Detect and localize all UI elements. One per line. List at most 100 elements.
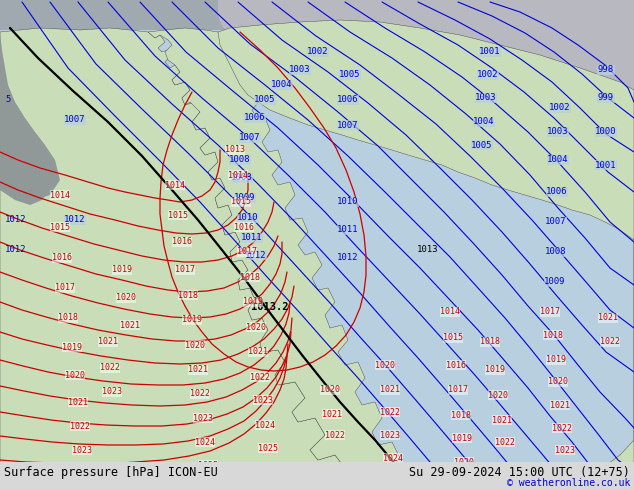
Polygon shape	[218, 0, 634, 240]
Polygon shape	[0, 28, 348, 490]
Text: 1017: 1017	[55, 284, 75, 293]
Text: 1020: 1020	[548, 377, 568, 387]
Text: 1003: 1003	[547, 127, 569, 137]
Text: 1024: 1024	[255, 420, 275, 430]
Text: 1019: 1019	[243, 297, 263, 307]
Text: 1023: 1023	[253, 395, 273, 405]
Text: 1016: 1016	[172, 238, 192, 246]
Text: 1023: 1023	[102, 388, 122, 396]
Text: 1013: 1013	[417, 245, 439, 254]
Text: 1005: 1005	[471, 141, 493, 149]
Text: 1019: 1019	[485, 366, 505, 374]
Text: 1010: 1010	[237, 214, 259, 222]
Text: 1020: 1020	[246, 322, 266, 332]
Text: 1016: 1016	[446, 361, 466, 369]
Text: 1013.2: 1013.2	[251, 302, 288, 312]
Text: 1023: 1023	[193, 414, 213, 422]
Text: 1022: 1022	[250, 372, 270, 382]
Text: 1012: 1012	[5, 245, 27, 254]
Text: 1022: 1022	[552, 423, 572, 433]
Text: 5: 5	[5, 96, 10, 104]
Text: 1021: 1021	[380, 386, 400, 394]
Text: 1022: 1022	[495, 438, 515, 446]
Text: 1008: 1008	[545, 247, 567, 256]
Text: 1020: 1020	[116, 294, 136, 302]
Text: 1020: 1020	[185, 341, 205, 349]
Bar	[0, 462, 634, 490]
Polygon shape	[148, 28, 420, 490]
Text: 1021: 1021	[322, 410, 342, 418]
Text: 1003: 1003	[289, 66, 311, 74]
Text: 1003: 1003	[476, 94, 497, 102]
Text: 1020: 1020	[65, 370, 85, 379]
Text: 1019: 1019	[452, 434, 472, 442]
Text: 1006: 1006	[547, 188, 568, 196]
Polygon shape	[0, 160, 50, 205]
Text: 1013: 1013	[225, 146, 245, 154]
Text: 1000: 1000	[595, 127, 617, 137]
Text: 1025: 1025	[258, 443, 278, 452]
Text: 1021: 1021	[492, 416, 512, 424]
Text: 1019: 1019	[62, 343, 82, 351]
Text: 1024: 1024	[75, 467, 95, 476]
Text: 1018: 1018	[58, 314, 78, 322]
Text: 1018: 1018	[451, 411, 471, 419]
Text: 1016: 1016	[234, 222, 254, 231]
Text: 1023: 1023	[380, 431, 400, 440]
Text: 1018: 1018	[178, 291, 198, 299]
Text: 1002: 1002	[307, 48, 329, 56]
Text: 1001: 1001	[595, 161, 617, 170]
Text: 1018: 1018	[543, 330, 563, 340]
Text: 1007: 1007	[545, 218, 567, 226]
Text: Surface pressure [hPa] ICON-EU: Surface pressure [hPa] ICON-EU	[4, 466, 217, 479]
Text: 1021: 1021	[248, 347, 268, 357]
Text: 1021: 1021	[550, 400, 570, 410]
Text: 1019: 1019	[112, 266, 132, 274]
Text: 1007: 1007	[239, 133, 261, 143]
Text: 999: 999	[598, 94, 614, 102]
Text: 1021: 1021	[598, 314, 618, 322]
Text: 1022: 1022	[100, 364, 120, 372]
Text: 1023: 1023	[555, 445, 575, 455]
Text: 1005: 1005	[339, 71, 361, 79]
Text: 1025: 1025	[198, 461, 218, 469]
Text: 1008: 1008	[231, 173, 253, 182]
Text: 1006: 1006	[244, 114, 266, 122]
Text: 1020: 1020	[320, 386, 340, 394]
Text: 1018: 1018	[240, 272, 260, 281]
Text: 1016: 1016	[52, 253, 72, 263]
Text: 1017: 1017	[237, 247, 257, 256]
Text: 1017: 1017	[175, 266, 195, 274]
Text: 998: 998	[598, 66, 614, 74]
Text: 1020: 1020	[488, 391, 508, 399]
Text: 1020: 1020	[454, 458, 474, 466]
Text: 1002: 1002	[549, 103, 571, 113]
Text: 1017: 1017	[448, 386, 468, 394]
Polygon shape	[0, 0, 60, 200]
Text: 1011: 1011	[242, 234, 262, 243]
Text: 1004: 1004	[547, 155, 569, 165]
Text: 1022: 1022	[380, 408, 400, 416]
Text: 1009: 1009	[544, 277, 566, 287]
Text: 1012: 1012	[245, 250, 267, 260]
Text: 1012: 1012	[337, 253, 359, 263]
Text: 1014: 1014	[50, 191, 70, 199]
Text: 1015: 1015	[443, 334, 463, 343]
Text: 1006: 1006	[337, 96, 359, 104]
Text: 1017: 1017	[540, 308, 560, 317]
Text: 1007: 1007	[337, 121, 359, 129]
Text: 1008: 1008	[230, 155, 251, 165]
Bar	[0, 0, 634, 30]
Text: 1015: 1015	[168, 211, 188, 220]
Text: 1004: 1004	[271, 80, 293, 90]
Text: 1019: 1019	[546, 356, 566, 365]
Text: 1007: 1007	[64, 116, 86, 124]
Text: 1012: 1012	[64, 216, 86, 224]
Text: 1021: 1021	[120, 320, 140, 329]
Text: 1002: 1002	[477, 71, 499, 79]
Text: 1015: 1015	[231, 197, 251, 206]
Text: 1014: 1014	[165, 180, 185, 190]
Text: 1021: 1021	[188, 366, 208, 374]
Text: 1012: 1012	[5, 216, 27, 224]
Text: 1020: 1020	[375, 361, 395, 369]
